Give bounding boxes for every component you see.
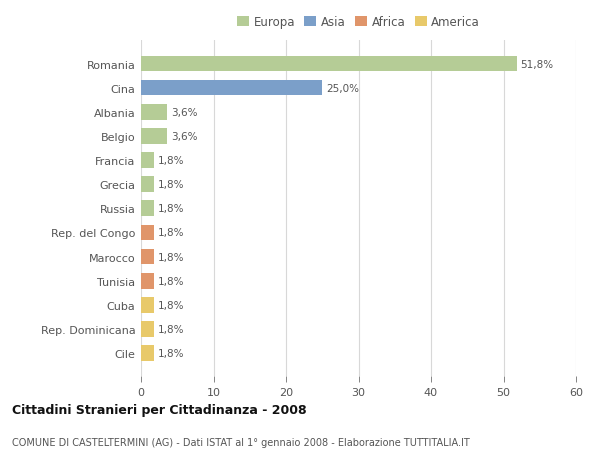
- Text: 1,8%: 1,8%: [158, 252, 184, 262]
- Bar: [141, 346, 154, 361]
- Text: 1,8%: 1,8%: [158, 180, 184, 190]
- Bar: [141, 225, 154, 241]
- Text: 3,6%: 3,6%: [171, 132, 197, 141]
- Text: COMUNE DI CASTELTERMINI (AG) - Dati ISTAT al 1° gennaio 2008 - Elaborazione TUTT: COMUNE DI CASTELTERMINI (AG) - Dati ISTA…: [12, 437, 470, 447]
- Bar: [141, 321, 154, 337]
- Bar: [141, 297, 154, 313]
- Text: Cittadini Stranieri per Cittadinanza - 2008: Cittadini Stranieri per Cittadinanza - 2…: [12, 403, 307, 416]
- Bar: [141, 81, 322, 96]
- Bar: [141, 105, 167, 120]
- Text: 3,6%: 3,6%: [171, 107, 197, 118]
- Text: 1,8%: 1,8%: [158, 276, 184, 286]
- Bar: [141, 153, 154, 168]
- Text: 1,8%: 1,8%: [158, 228, 184, 238]
- Text: 51,8%: 51,8%: [520, 59, 553, 69]
- Legend: Europa, Asia, Africa, America: Europa, Asia, Africa, America: [235, 14, 482, 31]
- Bar: [141, 249, 154, 265]
- Bar: [141, 273, 154, 289]
- Text: 1,8%: 1,8%: [158, 300, 184, 310]
- Text: 25,0%: 25,0%: [326, 84, 359, 94]
- Text: 1,8%: 1,8%: [158, 348, 184, 358]
- Text: 1,8%: 1,8%: [158, 324, 184, 334]
- Bar: [141, 201, 154, 217]
- Text: 1,8%: 1,8%: [158, 204, 184, 214]
- Bar: [141, 177, 154, 193]
- Bar: [141, 129, 167, 145]
- Text: 1,8%: 1,8%: [158, 156, 184, 166]
- Bar: [141, 56, 517, 72]
